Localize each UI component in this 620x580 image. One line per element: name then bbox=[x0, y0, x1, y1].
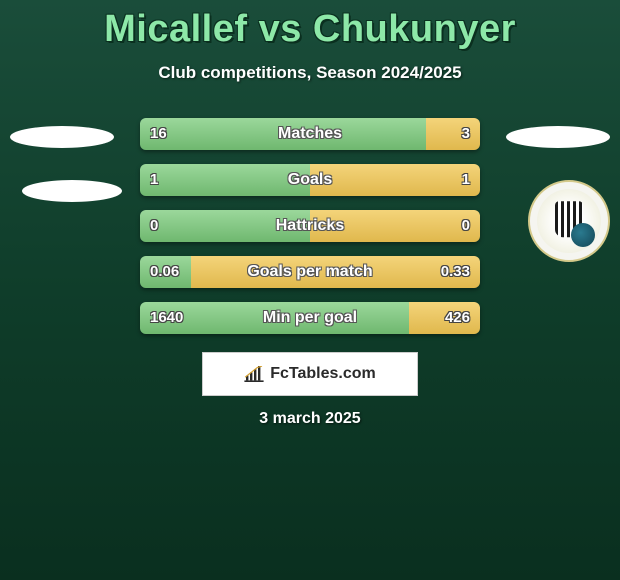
stat-label: Goals bbox=[140, 164, 480, 196]
stat-label: Matches bbox=[140, 118, 480, 150]
subtitle: Club competitions, Season 2024/2025 bbox=[0, 63, 620, 83]
page-title: Micallef vs Chukunyer bbox=[0, 0, 620, 51]
date-label: 3 march 2025 bbox=[0, 410, 620, 428]
bar-chart-icon bbox=[244, 366, 264, 382]
stat-value-right: 426 bbox=[445, 302, 470, 334]
player-right-avatar-placeholder bbox=[506, 126, 610, 148]
stats-table: 16Matches3 1Goals1 0Hattricks0 0.06Goals pe… bbox=[140, 118, 480, 348]
player-left-avatar-placeholder-2 bbox=[22, 180, 122, 202]
stat-row: 1640Min per goal426 bbox=[140, 302, 480, 334]
player-right-club-badge bbox=[528, 180, 610, 262]
brand-label: FcTables.com bbox=[270, 365, 376, 383]
stat-row: 0.06Goals per match0.33 bbox=[140, 256, 480, 288]
stat-value-right: 1 bbox=[462, 164, 470, 196]
player-left-avatar-placeholder-1 bbox=[10, 126, 114, 148]
stat-label: Hattricks bbox=[140, 210, 480, 242]
stat-value-right: 3 bbox=[462, 118, 470, 150]
brand-link[interactable]: FcTables.com bbox=[202, 352, 418, 396]
stat-row: 0Hattricks0 bbox=[140, 210, 480, 242]
stat-label: Min per goal bbox=[140, 302, 480, 334]
stat-row: 1Goals1 bbox=[140, 164, 480, 196]
badge-peacock-icon bbox=[571, 223, 595, 247]
stat-row: 16Matches3 bbox=[140, 118, 480, 150]
stat-value-right: 0 bbox=[462, 210, 470, 242]
stat-value-right: 0.33 bbox=[441, 256, 470, 288]
stat-label: Goals per match bbox=[140, 256, 480, 288]
